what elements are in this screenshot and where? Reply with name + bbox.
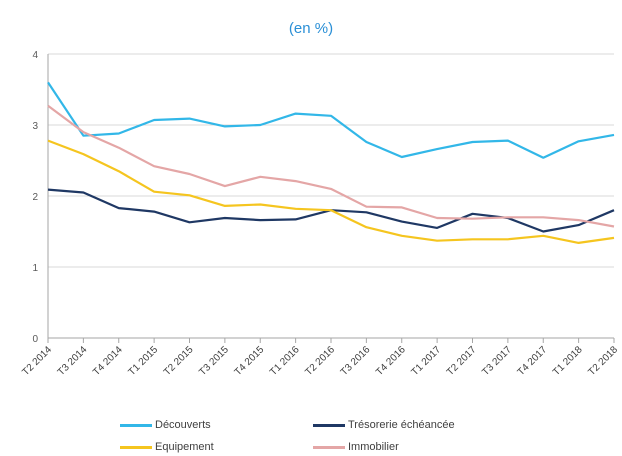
y-tick-label: 0: [32, 334, 38, 345]
x-tick-label: T4 2015: [233, 344, 267, 378]
x-tick-label: T1 2016: [268, 344, 302, 378]
legend-swatch: [120, 423, 152, 427]
legend-swatch: [120, 445, 152, 449]
legend-item: Découverts: [120, 416, 211, 434]
x-tick-label: T1 2015: [127, 344, 161, 378]
x-tick-label: T1 2018: [551, 344, 585, 378]
x-tick-label: T3 2015: [197, 344, 231, 378]
legend-label: Immobilier: [348, 441, 399, 453]
legend-swatch: [313, 445, 345, 449]
x-tick-label: T4 2014: [91, 344, 125, 378]
x-tick-label: T4 2016: [374, 344, 408, 378]
series-line-decouverts: [47, 81, 615, 159]
legend: Découverts Trésorerie échéancée Equipement…: [0, 416, 622, 456]
y-tick-label: 3: [32, 121, 38, 132]
x-tick-label: T2 2016: [303, 344, 337, 378]
legend-label: Trésorerie échéancée: [348, 419, 455, 431]
y-tick-label: 1: [32, 263, 38, 274]
chart-subtitle: (en %): [288, 20, 334, 37]
y-tick-label: 2: [32, 192, 38, 203]
x-tick-label: T2 2017: [445, 344, 479, 378]
legend-item: Immobilier: [313, 438, 399, 456]
y-tick-label: 4: [32, 50, 38, 61]
series-lines: [47, 81, 615, 244]
x-tick-label: T1 2017: [410, 344, 444, 378]
legend-label: Découverts: [155, 419, 211, 431]
x-tick-label: T3 2016: [339, 344, 373, 378]
legend-swatch: [313, 423, 345, 427]
legend-label: Equipement: [155, 441, 214, 453]
plot-area: 0 1 2 3 4 T2 2014 T3 2014 T4 2014 T1 2015 T2 2015…: [20, 50, 620, 378]
x-tick-label: T2 2015: [162, 344, 196, 378]
legend-item: Trésorerie échéancée: [313, 416, 455, 434]
x-tick-label: T3 2014: [56, 344, 90, 378]
x-tick-label: T2 2014: [20, 344, 54, 378]
series-line-immobilier: [47, 104, 615, 228]
x-tick-label: T3 2017: [480, 344, 514, 378]
x-tick-label: T4 2017: [516, 344, 550, 378]
gridlines: [48, 53, 614, 339]
legend-item: Equipement: [120, 438, 214, 456]
x-tick-label: T2 2018: [586, 344, 620, 378]
series-line-equipement: [47, 139, 615, 244]
